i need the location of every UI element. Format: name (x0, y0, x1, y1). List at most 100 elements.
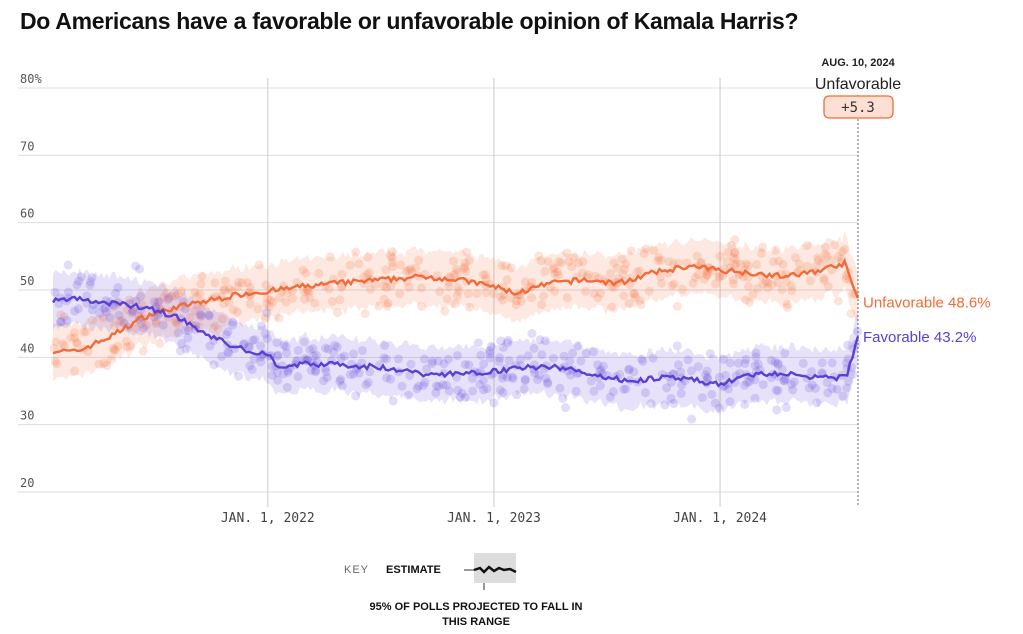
poll-dot (59, 312, 69, 322)
poll-dot (330, 340, 340, 350)
poll-dot (564, 257, 574, 267)
poll-dot (559, 351, 569, 361)
poll-dot (782, 277, 792, 287)
poll-dot (324, 284, 334, 294)
poll-dot (619, 384, 629, 394)
poll-dot (301, 268, 311, 278)
poll-dot (262, 308, 272, 318)
poll-dot (459, 263, 469, 273)
poll-dot (111, 288, 121, 298)
poll-dot (725, 397, 735, 407)
poll-dot (543, 257, 553, 267)
poll-dot (262, 334, 272, 344)
poll-dot (453, 282, 463, 292)
poll-dot (693, 362, 703, 372)
poll-dot (348, 349, 358, 359)
poll-dot (117, 316, 127, 326)
poll-dot (325, 252, 335, 262)
poll-dot (59, 341, 69, 351)
poll-dot (758, 279, 768, 289)
poll-dot (299, 294, 309, 304)
poll-dot (688, 278, 698, 288)
poll-dot (163, 295, 173, 305)
poll-dot (640, 388, 650, 398)
poll-dot (744, 261, 754, 271)
poll-dot (151, 318, 161, 328)
poll-dot (666, 393, 676, 403)
poll-dot (512, 296, 522, 306)
poll-dot (336, 282, 346, 292)
poll-dot (635, 296, 645, 306)
poll-dot (354, 259, 364, 269)
poll-dot (534, 251, 544, 261)
poll-dot (95, 308, 105, 318)
poll-dot (397, 381, 407, 391)
poll-dot (595, 381, 605, 391)
poll-dot (196, 312, 206, 322)
poll-dot (335, 376, 345, 386)
poll-dot (476, 350, 486, 360)
poll-dot (173, 319, 183, 329)
poll-dot (672, 301, 682, 311)
poll-dot (311, 350, 321, 360)
poll-dot (744, 297, 754, 307)
poll-dot (282, 382, 292, 392)
poll-dot (773, 358, 783, 368)
poll-dot (609, 258, 619, 268)
poll-dot (69, 333, 79, 343)
poll-dot (728, 279, 738, 289)
poll-dot (196, 279, 206, 289)
poll-dot (131, 323, 141, 333)
poll-dot (501, 261, 511, 271)
poll-dot (475, 379, 485, 389)
poll-dot (435, 286, 445, 296)
poll-dot (349, 369, 359, 379)
poll-dot (609, 282, 619, 292)
poll-dot (345, 260, 355, 270)
poll-dot (535, 335, 545, 345)
poll-dot (506, 263, 516, 273)
poll-dot (339, 351, 349, 361)
poll-dot (51, 337, 61, 347)
poll-dot (537, 300, 547, 310)
poll-dot (562, 293, 572, 303)
poll-dot (529, 343, 539, 353)
poll-dot (388, 247, 398, 257)
poll-dot (777, 365, 787, 375)
poll-dot (138, 323, 148, 333)
poll-dot (232, 307, 242, 317)
poll-dot (710, 398, 720, 408)
poll-dot (262, 299, 272, 309)
poll-dot (512, 390, 522, 400)
poll-dot (228, 305, 238, 315)
poll-dot (758, 242, 768, 252)
poll-dot (254, 260, 264, 270)
poll-dot (380, 340, 390, 350)
poll-dot (124, 295, 134, 305)
poll-dot (753, 283, 763, 293)
poll-dot (464, 360, 474, 370)
poll-dot (701, 265, 711, 275)
poll-dot (648, 353, 658, 363)
poll-dot (496, 336, 506, 346)
poll-dot (494, 356, 504, 366)
poll-dot (830, 240, 840, 250)
poll-dot (767, 280, 777, 290)
poll-dot (534, 370, 544, 380)
poll-dot (549, 264, 559, 274)
poll-dot (606, 268, 616, 278)
poll-dot (381, 283, 391, 293)
poll-dot (772, 405, 782, 415)
poll-dot (396, 260, 406, 270)
poll-dot (115, 316, 125, 326)
poll-dot (498, 388, 508, 398)
poll-dot (185, 312, 195, 322)
poll-dot (598, 361, 608, 371)
poll-dot (438, 380, 448, 390)
poll-dot (693, 270, 703, 280)
poll-dot (345, 370, 355, 380)
poll-dot (360, 309, 370, 319)
poll-dot (159, 292, 169, 302)
poll-dot (388, 262, 398, 272)
poll-dot (814, 255, 824, 265)
